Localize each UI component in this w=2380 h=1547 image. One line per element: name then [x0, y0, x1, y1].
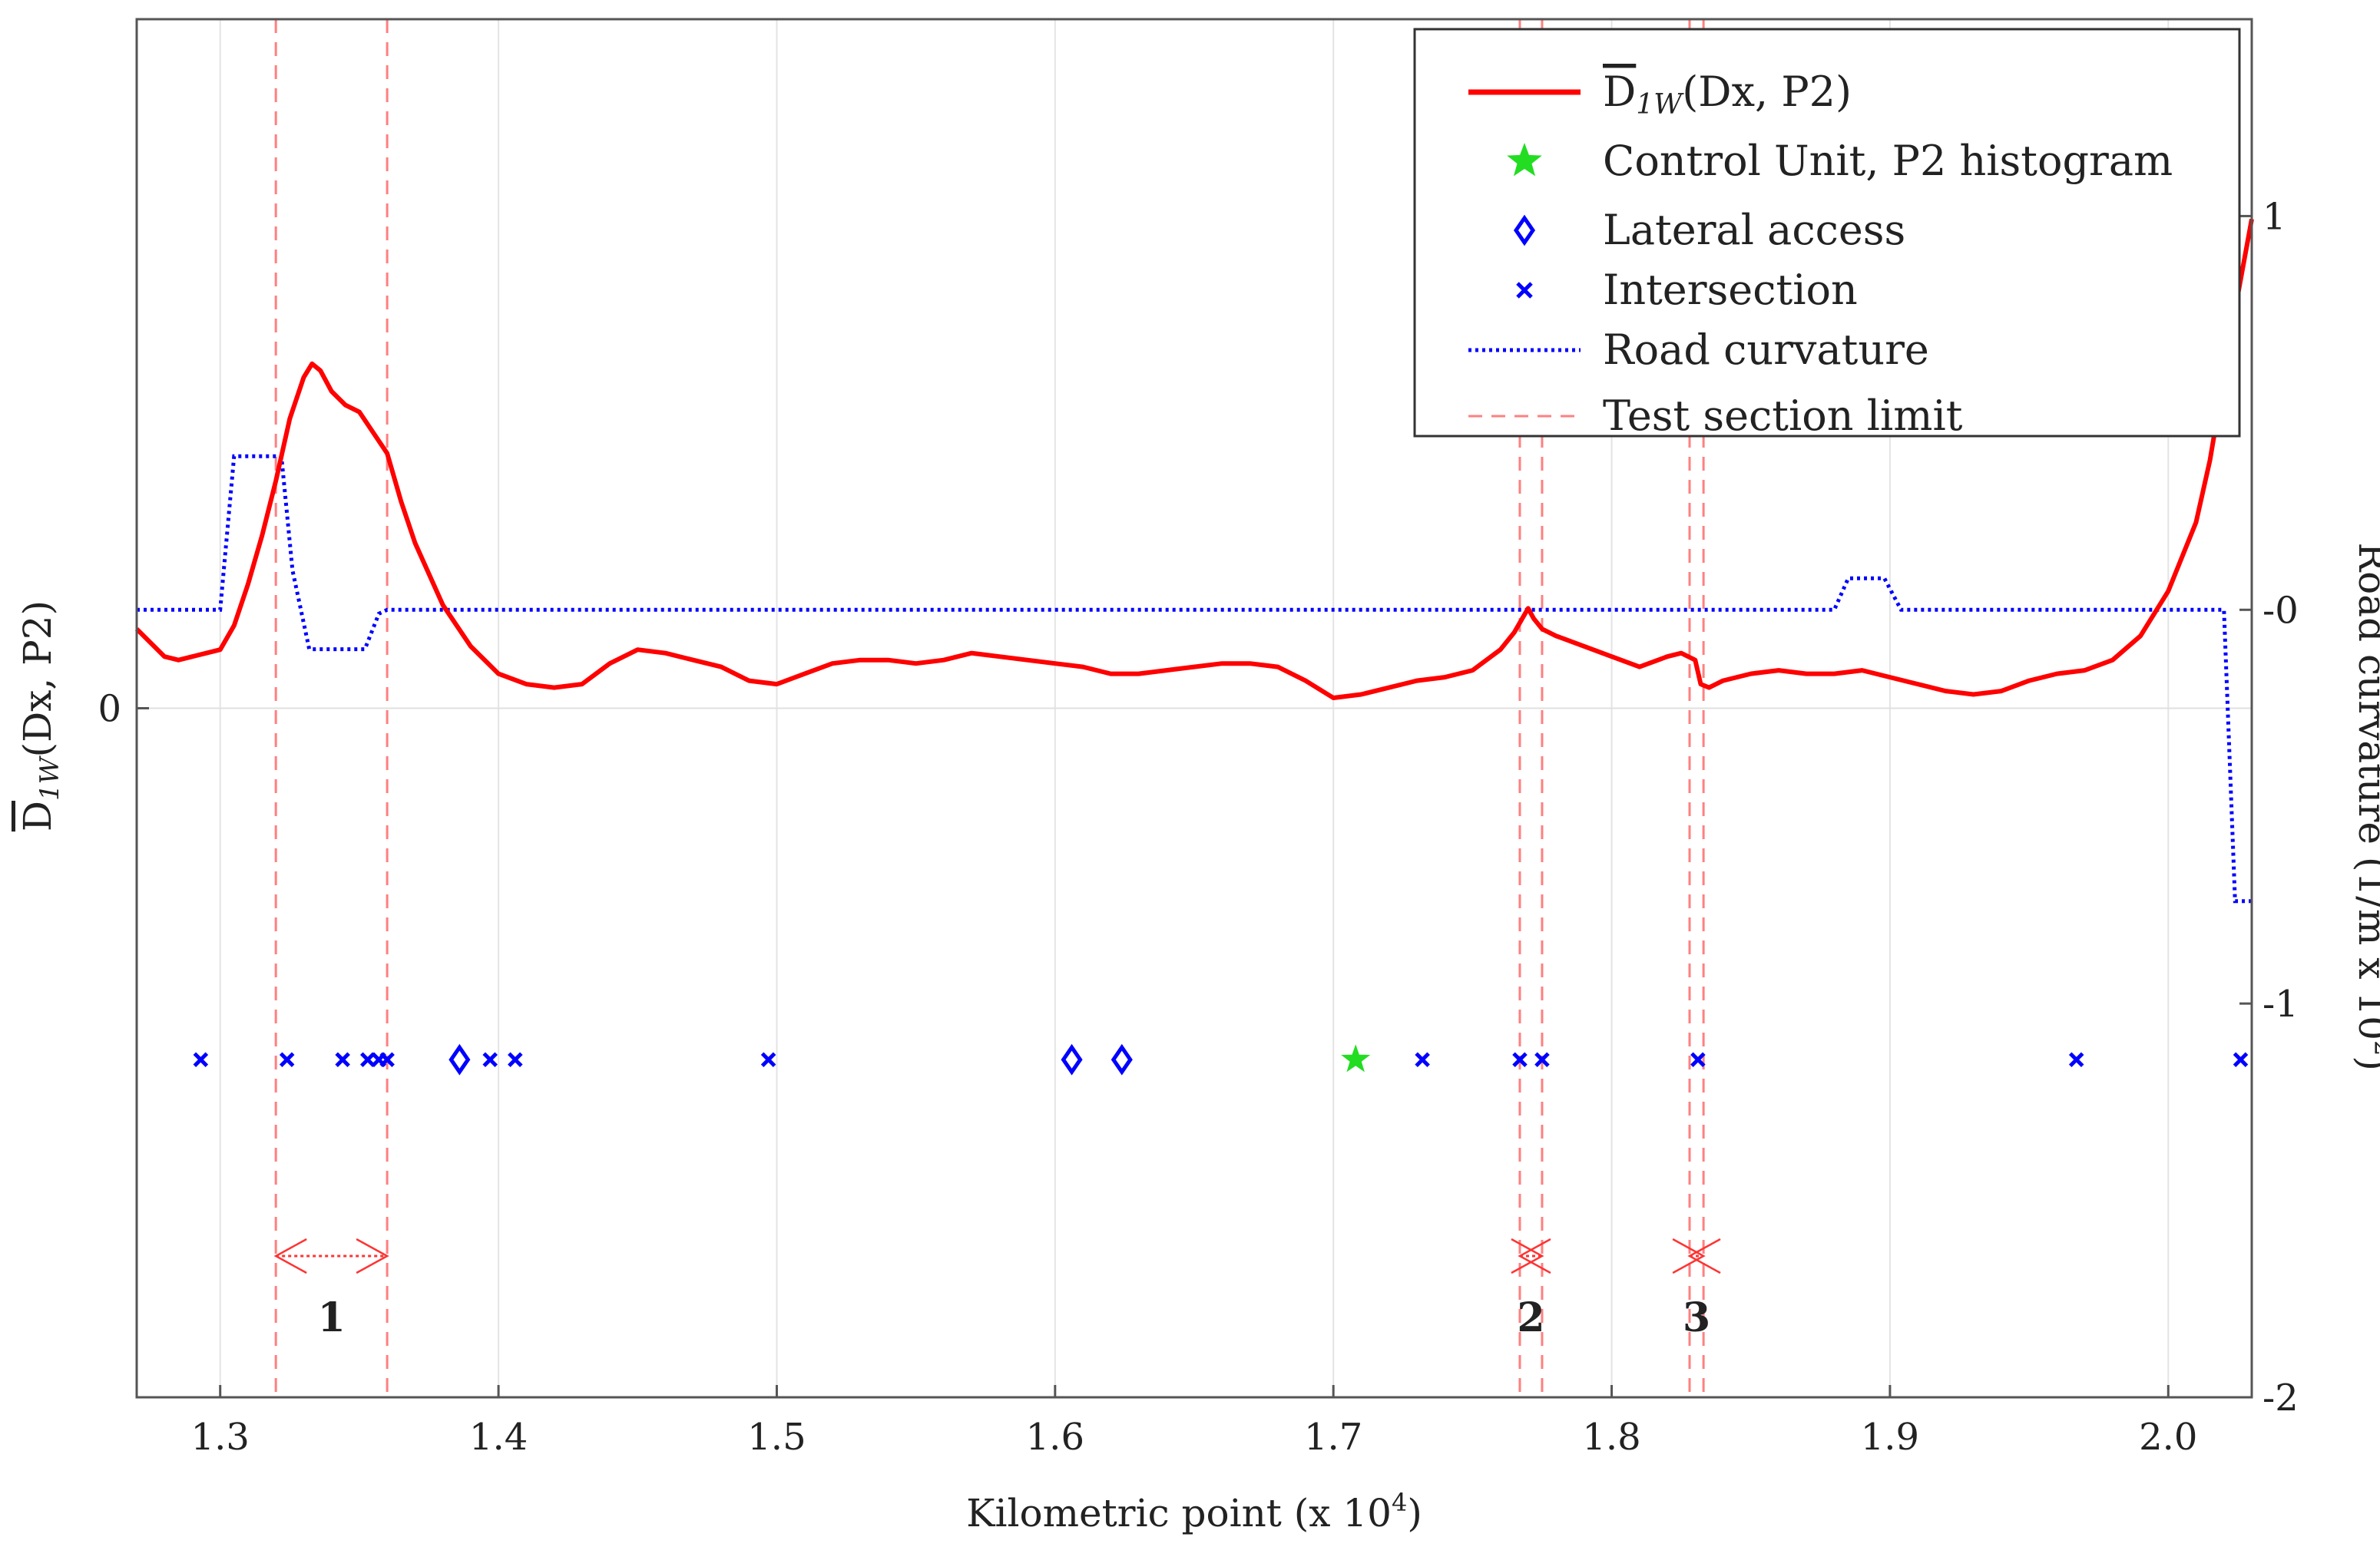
legend-star-icon [1507, 143, 1542, 177]
arrow-head-right [1672, 1238, 1706, 1274]
legend-item: Lateral access [1513, 206, 1905, 254]
road-curvature-line [137, 454, 2252, 904]
x-stroke [1690, 1052, 1706, 1067]
intersection-marker [1512, 1052, 1528, 1067]
x-stroke [508, 1052, 523, 1067]
x-stroke [1512, 1052, 1528, 1067]
x-tick-label: 1.9 [1861, 1416, 1919, 1459]
y-right-axis-label: Road curvature (1/m x 102) [2350, 543, 2380, 1071]
test-section-arrow [273, 1238, 389, 1274]
intersection-marker [1690, 1052, 1706, 1067]
x-stroke [379, 1052, 395, 1067]
x-stroke [335, 1052, 350, 1067]
test-section-label: 2 [1517, 1294, 1544, 1341]
x-stroke [2068, 1052, 2084, 1067]
x-stroke [359, 1052, 376, 1067]
legend-item: Test section limit [1468, 392, 1963, 440]
x-tick-label: 2.0 [2139, 1416, 2197, 1459]
x-tick-label: 1.6 [1026, 1416, 1084, 1459]
arrow-head-left [1687, 1238, 1721, 1274]
legend-label: Intersection [1603, 266, 1858, 314]
legend-item: Road curvature [1468, 326, 1929, 374]
arrow-head-right [1511, 1238, 1544, 1274]
y-right-tick-label: 1 [2262, 195, 2286, 238]
y-left-tick-label: 0 [98, 688, 121, 731]
intersection-marker [279, 1052, 295, 1067]
lateral-access-marker [449, 1043, 471, 1076]
arrow-head-right [356, 1238, 389, 1274]
x-stroke [760, 1052, 776, 1067]
intersection-marker [1534, 1052, 1550, 1067]
legend-label: Lateral access [1603, 206, 1905, 254]
x-stroke [2233, 1052, 2249, 1067]
intersection-marker [193, 1052, 209, 1067]
intersection-marker [1415, 1052, 1430, 1067]
d1w-series-line [134, 218, 2254, 700]
x-tick-label: 1.5 [747, 1416, 806, 1459]
x-stroke [1534, 1052, 1550, 1067]
test-section-arrow [1672, 1238, 1721, 1274]
legend-label: Road curvature [1603, 326, 1929, 374]
intersection-marker [2068, 1052, 2084, 1067]
legend-label: Control Unit, P2 histogram [1603, 137, 2173, 185]
y-right-tick-label: -0 [2262, 589, 2299, 632]
x-stroke [1415, 1052, 1430, 1067]
test-section-arrow [1511, 1238, 1551, 1274]
legend-item: Intersection [1516, 266, 1858, 314]
intersection-marker [760, 1052, 776, 1067]
x-tick-label: 1.7 [1304, 1416, 1362, 1459]
legend: D1W(Dx, P2) Control Unit, P2 histogram Lat… [1413, 28, 2241, 440]
event-markers [193, 1043, 2249, 1076]
intersection-marker [508, 1052, 523, 1067]
x-stroke [1516, 282, 1533, 299]
intersection-marker [2233, 1052, 2249, 1067]
x-tick-label: 1.4 [469, 1416, 528, 1459]
y-left-axis-label: D1W(Dx, P2) [15, 600, 65, 831]
y-right-tick-label: -1 [2262, 983, 2299, 1026]
legend-x-icon [1516, 282, 1533, 299]
x-stroke [193, 1052, 209, 1067]
test-section-label: 1 [318, 1294, 346, 1341]
legend-label: Test section limit [1603, 392, 1963, 440]
control-unit-marker [1341, 1044, 1371, 1073]
intersection-marker [359, 1052, 376, 1067]
lateral-access-marker [1061, 1043, 1083, 1076]
arrow-head-left [1518, 1238, 1551, 1274]
x-axis-label: Kilometric point (x 104) [966, 1488, 1422, 1535]
x-tick-label: 1.3 [191, 1416, 250, 1459]
legend-diamond-icon [1513, 214, 1536, 246]
x-stroke [279, 1052, 295, 1067]
legend-item: D1W(Dx, P2) [1468, 68, 1852, 121]
y-right-tick-label: -2 [2262, 1377, 2299, 1420]
legend-label: D1W(Dx, P2) [1603, 68, 1852, 121]
axes: 1.3 1.4 1.5 1.6 1.7 1.8 1.9 2.0 0 1 -0 -1 -2 Kilometr… [15, 195, 2380, 1535]
arrow-head-left [273, 1238, 307, 1274]
intersection-marker [379, 1052, 395, 1067]
legend-item: Control Unit, P2 histogram [1507, 137, 2173, 185]
x-tick-label: 1.8 [1582, 1416, 1640, 1459]
legend-box [1413, 28, 2241, 438]
intersection-marker [335, 1052, 350, 1067]
intersection-marker [482, 1052, 498, 1067]
test-section-limits: 1 2 3 [273, 19, 1721, 1397]
lateral-access-marker [1111, 1043, 1133, 1076]
x-stroke [482, 1052, 498, 1067]
test-section-label: 3 [1683, 1294, 1710, 1341]
